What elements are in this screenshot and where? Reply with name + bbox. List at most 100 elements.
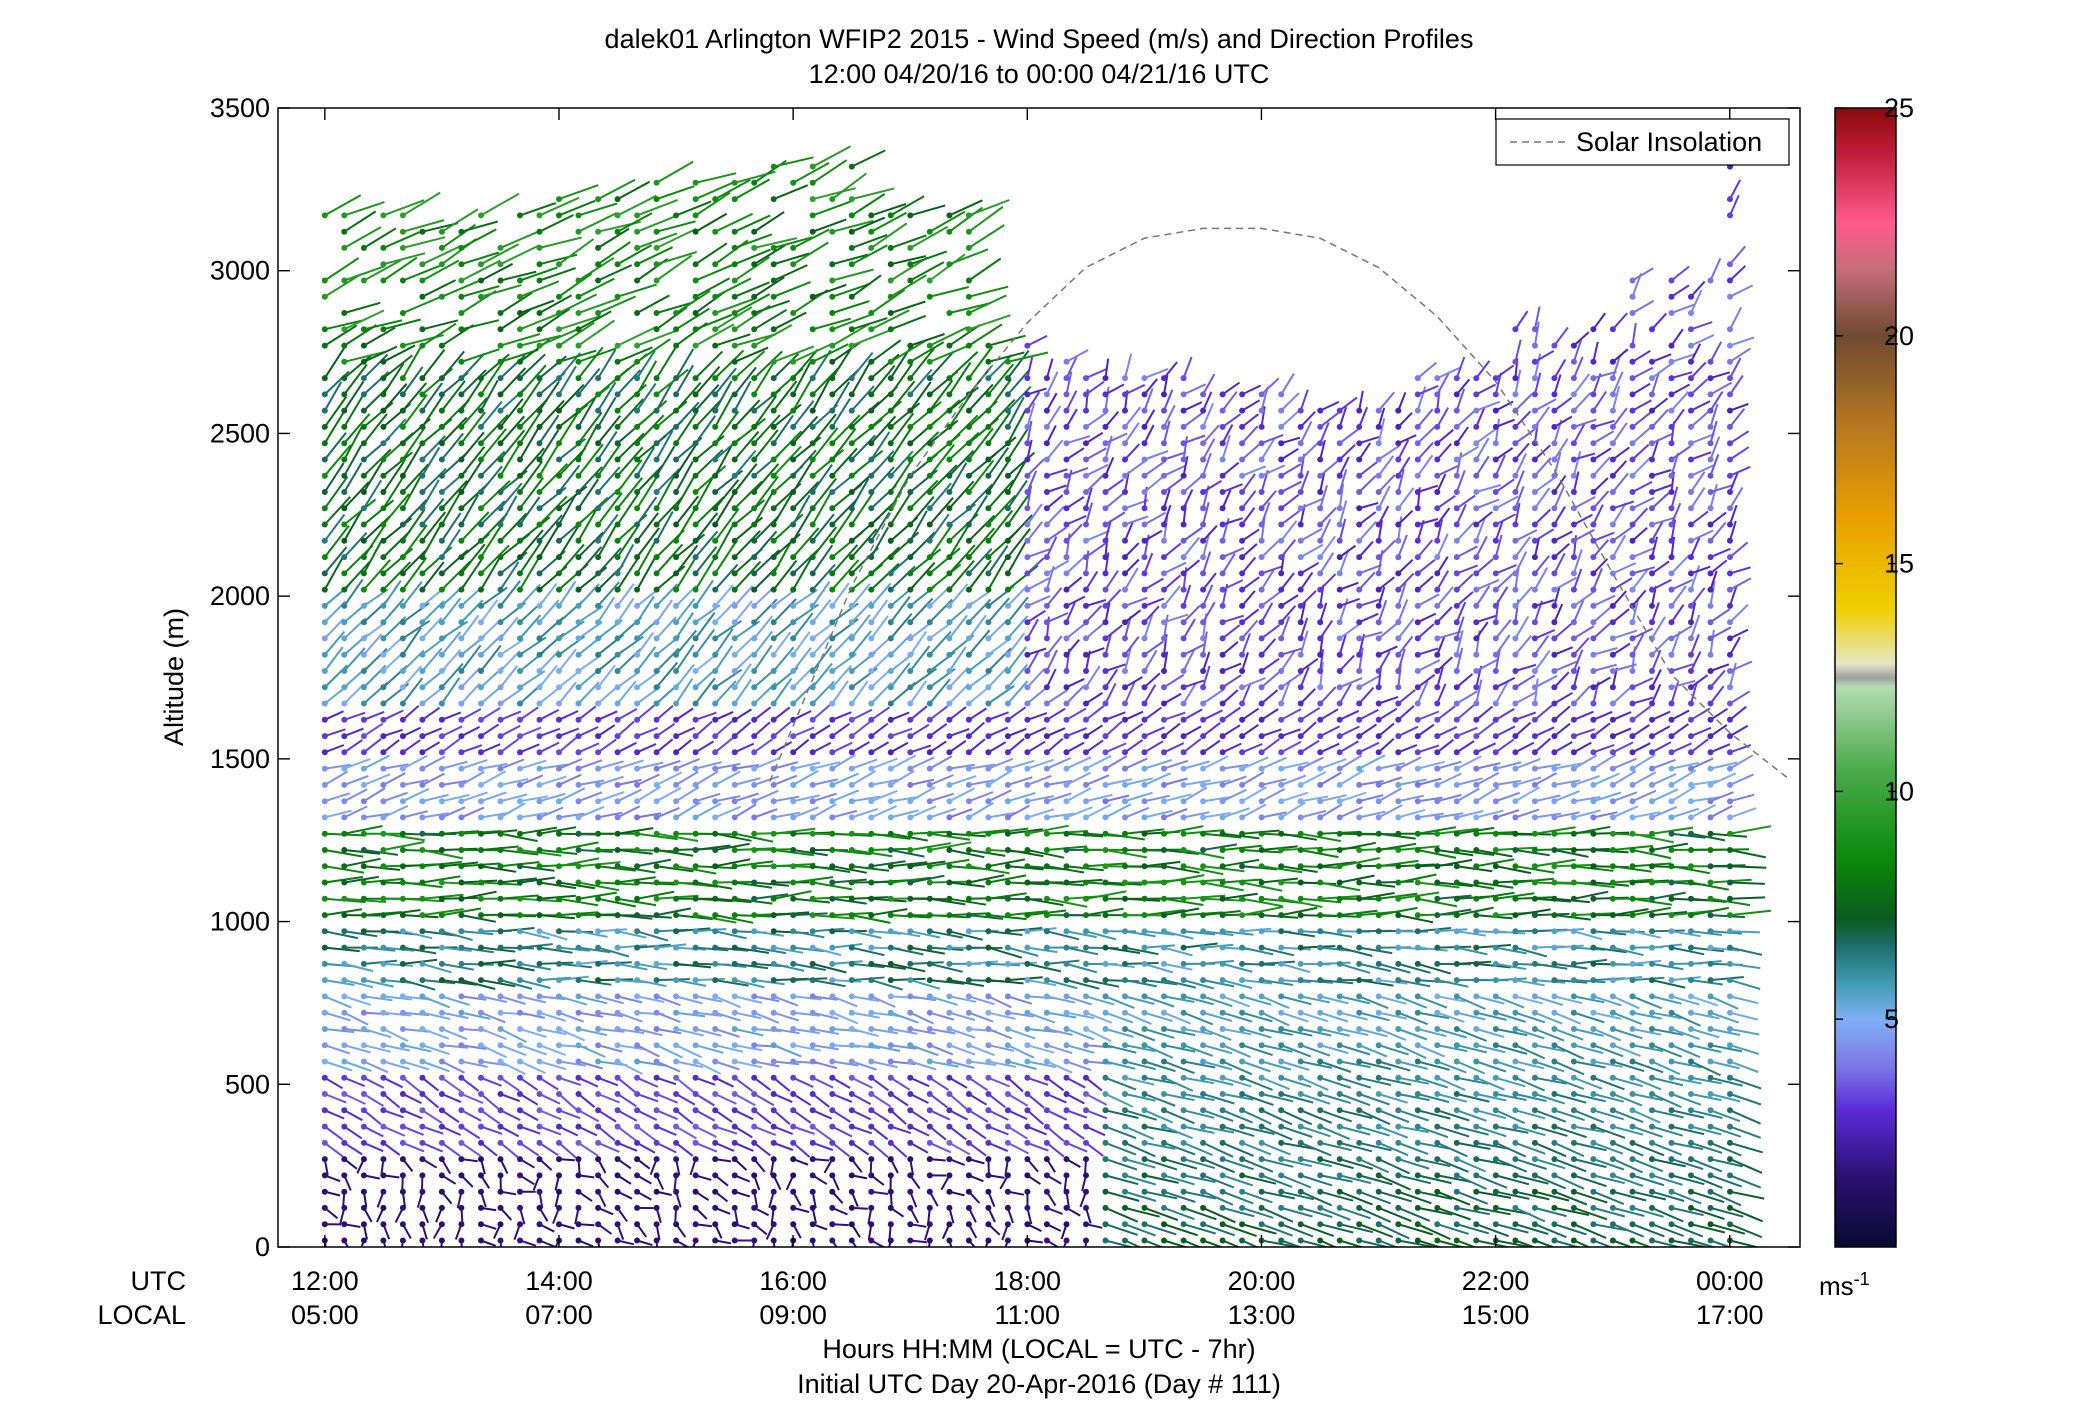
wind-barb-head: [654, 245, 660, 251]
wind-barb-head: [1083, 977, 1089, 983]
wind-barb: [774, 157, 814, 166]
wind-barb-head: [790, 1091, 796, 1097]
wind-barb-head: [322, 326, 328, 332]
wind-barb-head: [751, 668, 757, 674]
wind-barb-head: [673, 635, 679, 641]
wind-barb-head: [1024, 505, 1030, 511]
wind-barb-head: [1005, 847, 1011, 853]
wind-barb-head: [439, 440, 445, 446]
wind-barb-head: [946, 261, 952, 267]
wind-barb-head: [712, 945, 718, 951]
wind-barb-head: [419, 668, 425, 674]
wind-barb-head: [634, 880, 640, 886]
wind-barb-head: [556, 212, 562, 218]
wind-barb-head: [537, 652, 543, 658]
wind-barb-head: [907, 717, 913, 723]
wind-barb-head: [771, 668, 777, 674]
wind-barb: [1086, 606, 1102, 623]
wind-barb-head: [1122, 863, 1128, 869]
wind-barb-head: [654, 310, 660, 316]
wind-barb-head: [361, 245, 367, 251]
wind-barb: [754, 531, 776, 557]
wind-barb-head: [341, 391, 347, 397]
wind-barb-head: [888, 701, 894, 707]
wind-barb-head: [458, 880, 464, 886]
wind-barb-head: [985, 391, 991, 397]
wind-barb-head: [771, 928, 777, 934]
wind-barb-head: [595, 652, 601, 658]
wind-barb-head: [654, 912, 660, 918]
wind-barb-head: [400, 863, 406, 869]
wind-barb-head: [439, 831, 445, 837]
wind-barb-head: [654, 424, 660, 430]
wind-barb: [540, 268, 576, 280]
wind-barb-head: [985, 701, 991, 707]
wind-barb-head: [1103, 1221, 1109, 1227]
wind-barb-head: [829, 294, 835, 300]
wind-barb-head: [732, 522, 738, 528]
wind-barb-head: [576, 684, 582, 690]
wind-barb-head: [751, 684, 757, 690]
wind-barb-head: [1024, 603, 1030, 609]
wind-barb-head: [732, 196, 738, 202]
wind-barb: [501, 1029, 527, 1042]
wind-barb-head: [595, 408, 601, 414]
wind-barb-head: [634, 701, 640, 707]
wind-barb-head: [1083, 701, 1089, 707]
wind-barb: [1086, 551, 1088, 574]
wind-barb-head: [732, 570, 738, 576]
wind-barb-head: [829, 831, 835, 837]
wind-barb-head: [380, 733, 386, 739]
wind-barb-head: [634, 814, 640, 820]
wind-barb-head: [810, 164, 816, 170]
wind-barb-head: [1005, 831, 1011, 837]
wind-barb-head: [810, 863, 816, 869]
wind-barb-head: [615, 375, 621, 381]
wind-barb-head: [380, 1107, 386, 1113]
wind-barb-head: [537, 847, 543, 853]
wind-barb-head: [419, 473, 425, 479]
wind-barb-head: [985, 1026, 991, 1032]
wind-barb-head: [341, 1042, 347, 1048]
wind-barb-head: [712, 1026, 718, 1032]
wind-barb-head: [829, 1189, 835, 1195]
wind-barb-head: [1005, 896, 1011, 902]
wind-barb: [832, 560, 858, 590]
wind-barb: [657, 706, 673, 720]
wind-barb-head: [517, 684, 523, 690]
wind-barb-head: [790, 749, 796, 755]
wind-barb-head: [693, 733, 699, 739]
wind-barb-head: [1044, 961, 1050, 967]
wind-barb-head: [712, 880, 718, 886]
wind-barb-head: [985, 1075, 991, 1081]
wind-barb-head: [322, 375, 328, 381]
wind-barb-head: [1024, 375, 1030, 381]
wind-barb: [1008, 1078, 1023, 1092]
wind-barb-head: [732, 1010, 738, 1016]
wind-barb-head: [849, 993, 855, 999]
wind-barb-head: [751, 945, 757, 951]
wind-barb-head: [380, 912, 386, 918]
wind-barb-head: [790, 993, 796, 999]
wind-barb-head: [615, 684, 621, 690]
wind-barb-head: [673, 1026, 679, 1032]
wind-barb-head: [1024, 1189, 1030, 1195]
wind-barb: [520, 1078, 538, 1090]
wind-barb-head: [985, 912, 991, 918]
wind-barb-head: [537, 961, 543, 967]
wind-barb-head: [341, 1107, 347, 1113]
wind-barb-head: [907, 1010, 913, 1016]
wind-barb-head: [985, 896, 991, 902]
wind-barb-head: [966, 343, 972, 349]
wind-barb-head: [439, 1221, 445, 1227]
wind-barb-head: [927, 1091, 933, 1097]
wind-barb: [461, 727, 479, 736]
wind-barb-head: [712, 977, 718, 983]
wind-barb-head: [810, 619, 816, 625]
wind-barb-head: [634, 912, 640, 918]
wind-barb: [540, 710, 559, 720]
wind-barb: [871, 416, 895, 443]
wind-barb: [754, 1143, 770, 1156]
wind-barb-head: [673, 587, 679, 593]
wind-barb: [461, 229, 496, 248]
